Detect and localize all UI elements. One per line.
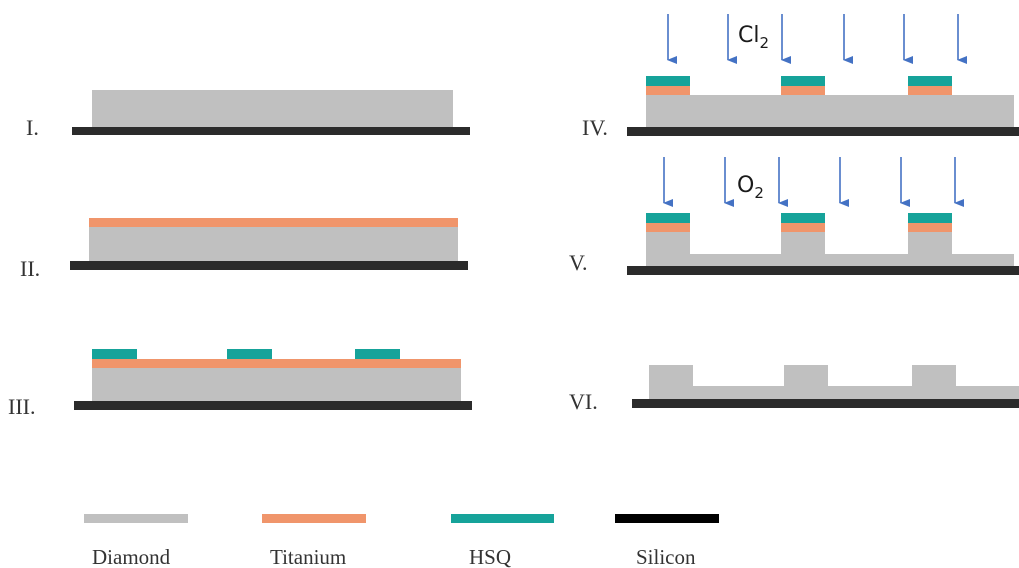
legend-swatch-diamond [84,514,188,523]
hsq-pad [92,349,137,359]
legend-swatch-hsq [451,514,554,523]
diamond-layer [89,227,458,261]
step-label-4: IV. [582,115,608,140]
silicon-substrate [627,127,1019,136]
silicon-substrate [632,399,1019,408]
hsq-pad [908,76,952,86]
step-label-6: VI. [569,389,598,414]
diamond-base-layer [649,386,1019,399]
diamond-layer [92,90,453,127]
hsq-pad [646,76,690,86]
diamond-layer [646,95,1014,127]
silicon-substrate [627,266,1019,275]
step-label-3: III. [8,394,35,419]
titanium-pad [646,223,690,232]
step-4-stack [627,76,1019,136]
titanium-pad [908,223,952,232]
step-1-stack [72,90,470,135]
legend-label-hsq: HSQ [469,545,511,568]
step-label-2: II. [20,256,40,281]
titanium-pad [908,86,952,95]
legend-label-diamond: Diamond [92,545,171,568]
diamond-layer [92,368,461,401]
titanium-pad [646,86,690,95]
titanium-layer [92,359,461,368]
legend-label-silicon: Silicon [636,545,696,568]
legend: Diamond Titanium HSQ Silicon [84,514,719,568]
step-5-stack [627,213,1019,275]
step-label-5: V. [569,250,588,275]
step-6-stack [632,365,1019,408]
hsq-pad [908,213,952,223]
titanium-layer [89,218,458,227]
hsq-pad [355,349,400,359]
step-label-1: I. [26,115,39,140]
cl2-etch-arrows [667,14,967,64]
titanium-pad [781,86,825,95]
o2-etch-arrows [663,157,964,207]
step-3-stack [74,349,472,410]
hsq-pad [781,213,825,223]
step-2-stack [70,218,468,270]
silicon-substrate [72,127,470,135]
diamond-base-layer [646,254,1014,266]
legend-swatch-titanium [262,514,366,523]
legend-swatch-silicon [615,514,719,523]
hsq-pad [646,213,690,223]
cl2-gas-label: Cl2 [738,23,769,52]
legend-label-titanium: Titanium [270,545,346,568]
silicon-substrate [74,401,472,410]
silicon-substrate [70,261,468,270]
hsq-pad [781,76,825,86]
hsq-pad [227,349,272,359]
o2-gas-label: O2 [737,173,764,202]
titanium-pad [781,223,825,232]
